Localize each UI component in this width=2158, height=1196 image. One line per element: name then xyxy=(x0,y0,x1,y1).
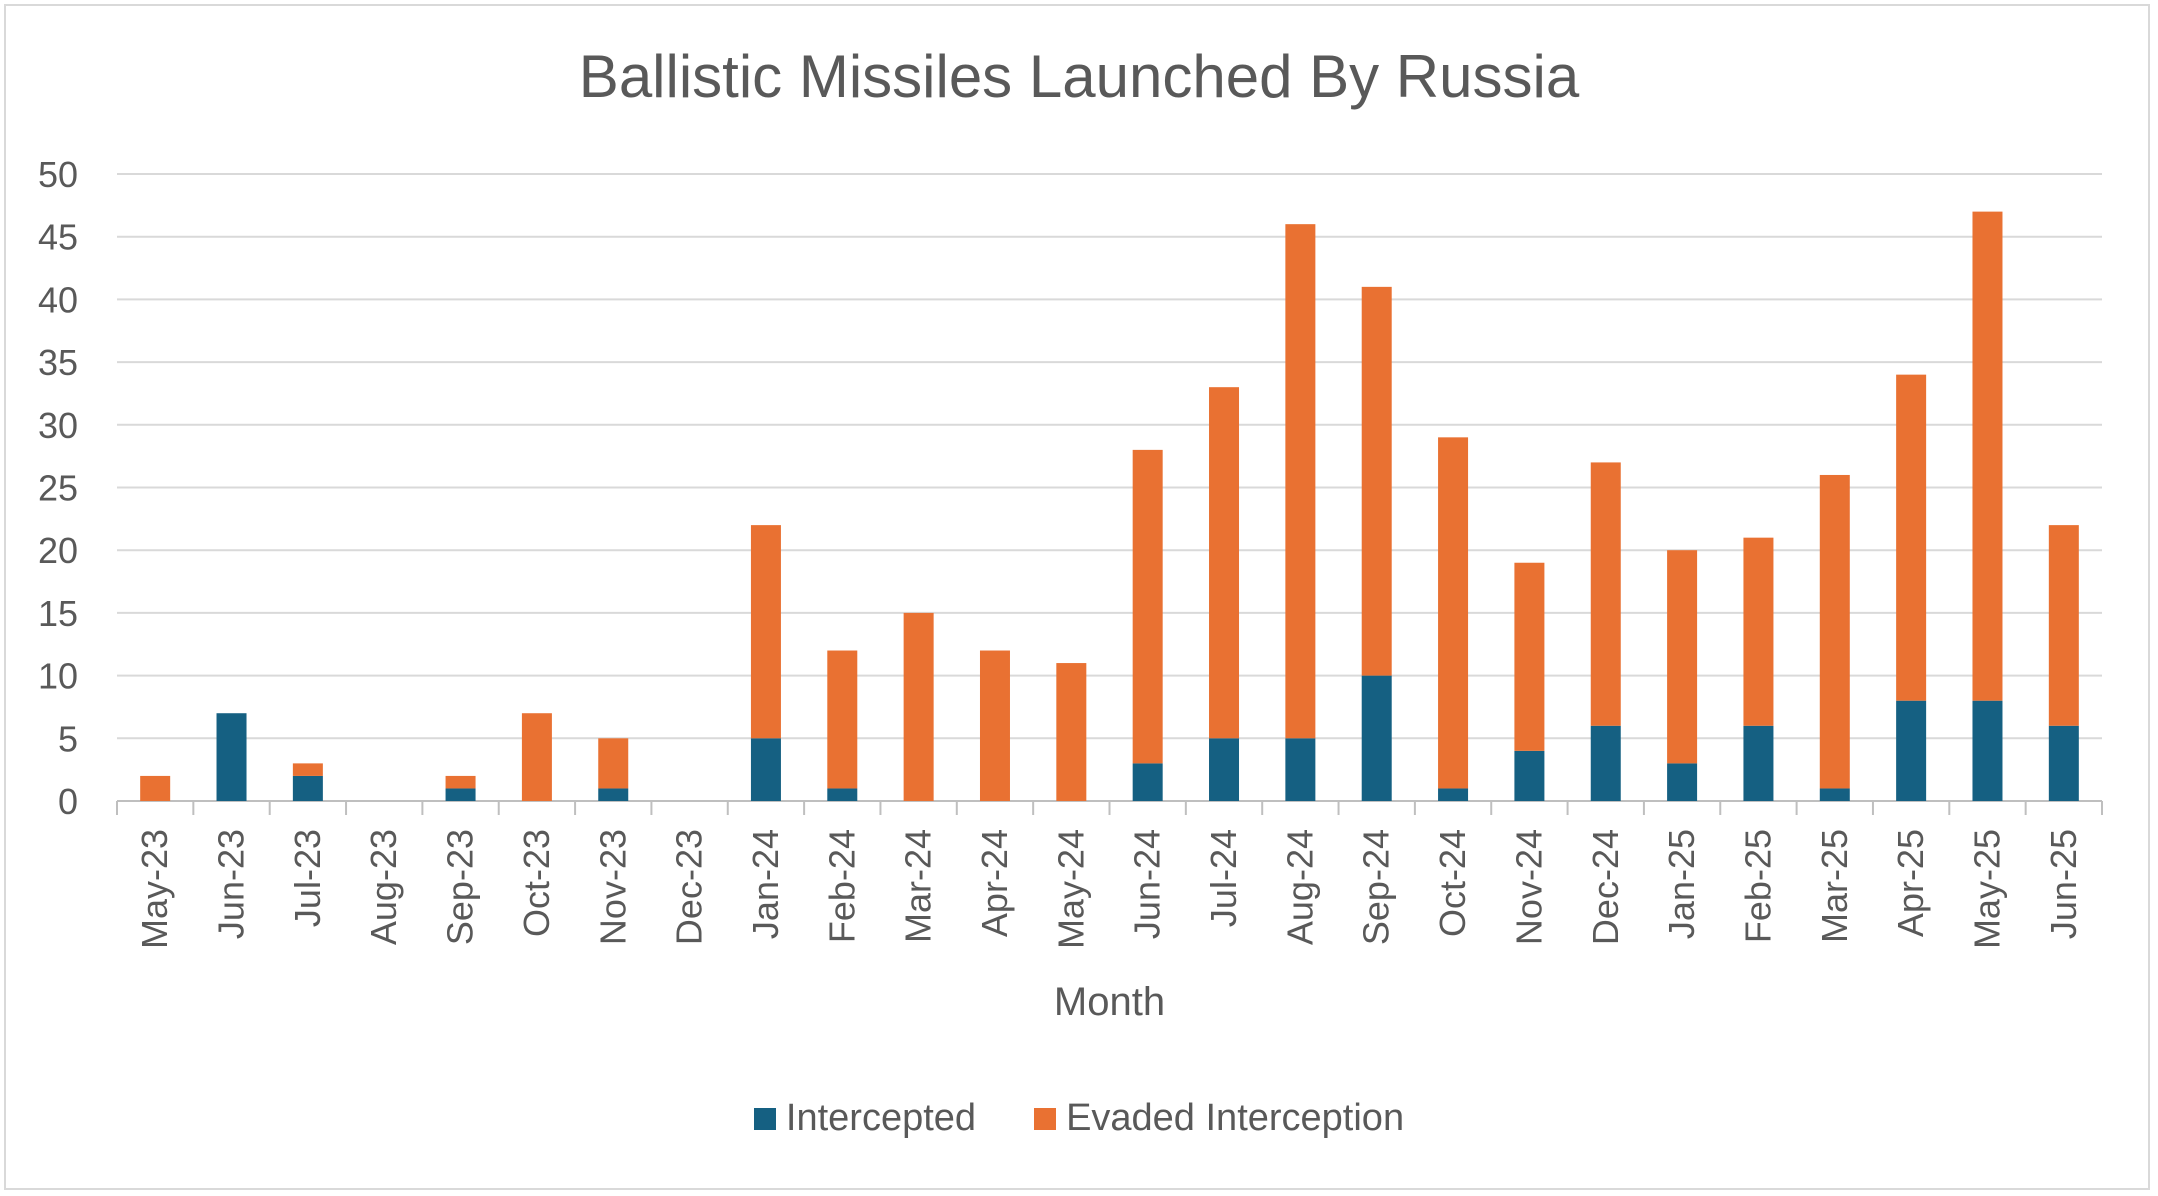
bar-evaded xyxy=(1132,449,1163,764)
bar-evaded xyxy=(1056,663,1087,801)
x-tick-label: Jul-24 xyxy=(1203,829,1244,927)
bar-evaded xyxy=(2048,525,2079,726)
x-tick-label: Sep-23 xyxy=(440,829,481,945)
legend-item-evaded: Evaded Interception xyxy=(1034,1097,1404,1140)
y-tick-label: 40 xyxy=(38,279,78,320)
bar-evaded xyxy=(292,763,323,776)
bar-evaded xyxy=(521,713,552,801)
y-tick-label: 50 xyxy=(38,154,78,195)
x-tick-label: May-24 xyxy=(1050,829,1091,949)
x-tick-label: Mar-25 xyxy=(1814,829,1855,943)
bar-intercepted xyxy=(1285,738,1316,801)
chart-legend: Intercepted Evaded Interception xyxy=(0,1097,2158,1140)
legend-swatch-evaded xyxy=(1034,1107,1057,1130)
x-tick-label: Jun-24 xyxy=(1127,829,1168,939)
bar-intercepted xyxy=(1590,725,1621,801)
x-tick-label: Dec-23 xyxy=(669,829,710,945)
x-tick-label: May-25 xyxy=(1966,829,2007,949)
bar-evaded xyxy=(1438,437,1469,789)
x-tick-label: Aug-24 xyxy=(1279,829,1320,945)
bar-intercepted xyxy=(216,713,247,801)
bar-evaded xyxy=(903,612,934,801)
x-tick-label: Jun-23 xyxy=(211,829,252,939)
y-tick-label: 10 xyxy=(38,656,78,697)
x-tick-label: Apr-24 xyxy=(974,829,1015,937)
bar-evaded xyxy=(1896,374,1927,701)
x-tick-label: Aug-23 xyxy=(363,829,404,945)
legend-item-intercepted: Intercepted xyxy=(753,1097,977,1140)
x-tick-label: Jun-25 xyxy=(2043,829,2084,939)
bar-evaded xyxy=(1514,562,1545,751)
x-tick-label: Sep-24 xyxy=(1356,829,1397,945)
bar-evaded xyxy=(1590,462,1621,726)
bar-intercepted xyxy=(1361,675,1392,801)
bar-evaded xyxy=(598,738,629,789)
x-tick-label: Mar-24 xyxy=(898,829,939,943)
bar-evaded xyxy=(827,650,858,789)
bar-intercepted xyxy=(445,788,476,801)
bar-evaded xyxy=(1285,224,1316,739)
bar-intercepted xyxy=(1667,763,1698,801)
y-tick-label: 25 xyxy=(38,468,78,509)
bar-evaded xyxy=(750,525,781,739)
bar-intercepted xyxy=(1438,788,1469,801)
bar-intercepted xyxy=(2048,725,2079,801)
x-tick-label: Feb-24 xyxy=(821,829,862,943)
x-tick-label: Nov-23 xyxy=(592,829,633,945)
legend-label-evaded: Evaded Interception xyxy=(1066,1097,1405,1139)
bar-evaded xyxy=(1743,537,1774,726)
x-tick-label: Jan-24 xyxy=(745,829,786,939)
bar-evaded xyxy=(1972,211,2003,701)
x-tick-label: Jan-25 xyxy=(1661,829,1702,939)
y-tick-label: 15 xyxy=(38,593,78,634)
bar-intercepted xyxy=(1819,788,1850,801)
bar-intercepted xyxy=(598,788,629,801)
bar-intercepted xyxy=(1743,725,1774,801)
y-tick-label: 35 xyxy=(38,342,78,383)
x-tick-label: May-23 xyxy=(134,829,175,949)
x-tick-label: Oct-24 xyxy=(1432,829,1473,937)
legend-swatch-intercepted xyxy=(753,1107,776,1130)
x-tick-label: Dec-24 xyxy=(1585,829,1626,945)
bar-evaded xyxy=(1209,387,1240,739)
bar-intercepted xyxy=(750,738,781,801)
bar-evaded xyxy=(1819,474,1850,789)
bar-intercepted xyxy=(1132,763,1163,801)
bar-evaded xyxy=(140,775,171,801)
bar-evaded xyxy=(1361,286,1392,676)
y-tick-label: 30 xyxy=(38,405,78,446)
chart-frame xyxy=(4,4,2150,1190)
x-axis-title: Month xyxy=(1054,980,1165,1024)
chart-title: Ballistic Missiles Launched By Russia xyxy=(578,43,1580,110)
y-tick-label: 45 xyxy=(38,217,78,258)
legend-label-intercepted: Intercepted xyxy=(785,1097,977,1139)
bar-intercepted xyxy=(827,788,858,801)
bar-intercepted xyxy=(292,775,323,801)
x-tick-label: Feb-25 xyxy=(1737,829,1778,943)
bar-evaded xyxy=(1667,550,1698,764)
y-tick-label: 5 xyxy=(58,718,78,759)
bar-intercepted xyxy=(1209,738,1240,801)
y-tick-label: 0 xyxy=(58,781,78,822)
x-tick-label: Jul-23 xyxy=(287,829,328,927)
x-tick-label: Oct-23 xyxy=(516,829,557,937)
bar-intercepted xyxy=(1896,700,1927,801)
bar-evaded xyxy=(979,650,1010,801)
bar-intercepted xyxy=(1514,750,1545,801)
y-tick-label: 20 xyxy=(38,530,78,571)
bar-intercepted xyxy=(1972,700,2003,801)
bar-evaded xyxy=(445,775,476,789)
x-tick-label: Nov-24 xyxy=(1508,829,1549,945)
x-tick-label: Apr-25 xyxy=(1890,829,1931,937)
